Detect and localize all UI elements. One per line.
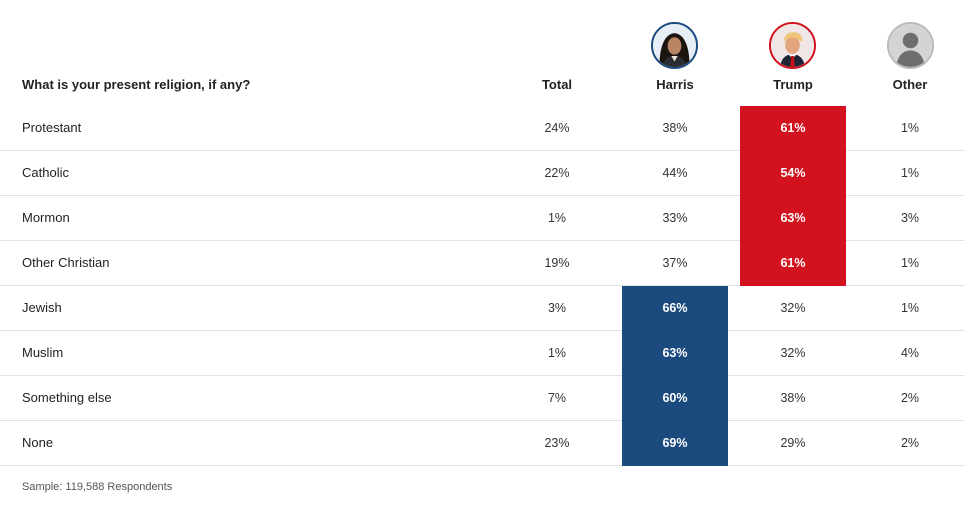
column-header-trump: Trump (773, 77, 813, 92)
table-row: Catholic 22% 44% 54% 1% (0, 151, 965, 196)
results-table-body: Protestant 24% 38% 61% 1% Catholic 22% 44% 54% 1%… (0, 106, 965, 466)
column-header-harris: Harris (656, 77, 694, 92)
cell-harris: 69% (622, 421, 728, 466)
table-row: Mormon 1% 33% 63% 3% (0, 196, 965, 241)
table-row: Jewish 3% 66% 32% 1% (0, 286, 965, 331)
column-header-other: Other (892, 77, 928, 92)
sample-footnote: Sample: 119,588 Respondents (22, 481, 173, 493)
table-row: Protestant 24% 38% 61% 1% (0, 106, 965, 151)
cell-total: 19% (544, 256, 570, 270)
cell-trump: 32% (780, 346, 806, 360)
generic-person-icon (887, 22, 934, 69)
cell-harris: 38% (662, 121, 688, 135)
row-label: Jewish (22, 300, 62, 315)
cell-total: 23% (544, 436, 570, 450)
cell-total: 7% (547, 391, 567, 405)
trump-portrait (771, 24, 814, 67)
cell-total: 1% (547, 346, 567, 360)
table-row: Muslim 1% 63% 32% 4% (0, 331, 965, 376)
cell-other: 1% (900, 301, 920, 315)
row-label: Something else (22, 390, 112, 405)
row-label: Muslim (22, 345, 64, 360)
cell-trump: 29% (780, 436, 806, 450)
cell-other: 3% (900, 211, 920, 225)
row-label: Catholic (22, 165, 69, 180)
cell-harris: 37% (662, 256, 688, 270)
cell-total: 1% (547, 211, 567, 225)
question-title: What is your present religion, if any? (22, 77, 251, 92)
cell-other: 2% (900, 436, 920, 450)
table-row: Something else 7% 60% 38% 2% (0, 376, 965, 421)
generic-person-silhouette (889, 24, 932, 67)
cell-other: 4% (900, 346, 920, 360)
row-label: Mormon (22, 210, 70, 225)
harris-portrait (653, 24, 696, 67)
row-label: Other Christian (22, 255, 110, 270)
cell-trump: 54% (740, 151, 846, 196)
cell-harris: 33% (662, 211, 688, 225)
cell-other: 2% (900, 391, 920, 405)
cell-total: 22% (544, 166, 570, 180)
table-header: What is your present religion, if any? T… (0, 0, 965, 106)
cell-harris: 44% (662, 166, 688, 180)
harris-avatar-icon (651, 22, 698, 69)
table-row: None 23% 69% 29% 2% (0, 421, 965, 466)
cell-total: 24% (544, 121, 570, 135)
table-row: Other Christian 19% 37% 61% 1% (0, 241, 965, 286)
row-label: None (22, 435, 54, 450)
cell-other: 1% (900, 121, 920, 135)
cell-other: 1% (900, 256, 920, 270)
cell-trump: 32% (780, 301, 806, 315)
cell-harris: 66% (622, 286, 728, 331)
cell-trump: 38% (780, 391, 806, 405)
cell-trump: 63% (740, 196, 846, 241)
column-header-total: Total (541, 77, 573, 92)
cell-harris: 63% (622, 331, 728, 376)
cell-other: 1% (900, 166, 920, 180)
row-label: Protestant (22, 120, 82, 135)
cell-harris: 60% (622, 376, 728, 421)
cell-total: 3% (547, 301, 567, 315)
cell-trump: 61% (740, 106, 846, 151)
trump-avatar-icon (769, 22, 816, 69)
cell-trump: 61% (740, 241, 846, 286)
